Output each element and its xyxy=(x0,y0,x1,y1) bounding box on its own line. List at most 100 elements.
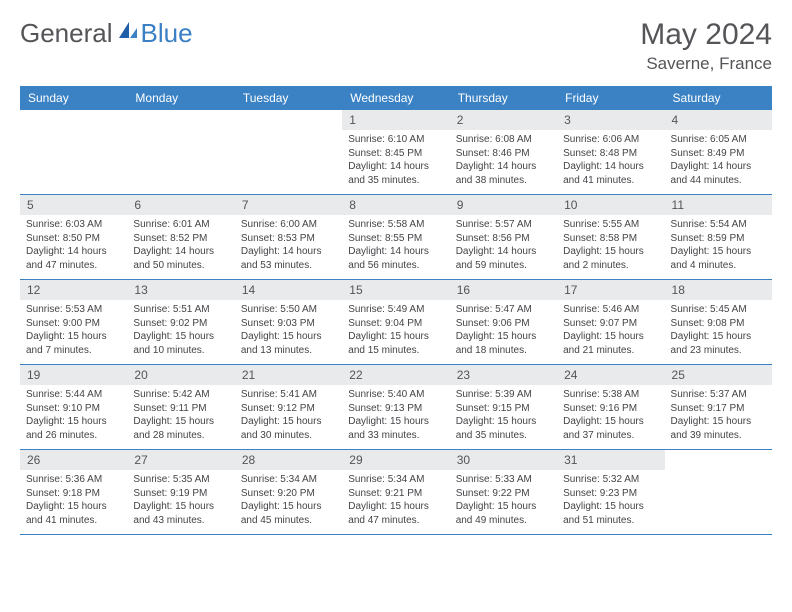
day-number: 2 xyxy=(450,110,557,130)
day-body: Sunrise: 5:32 AMSunset: 9:23 PMDaylight:… xyxy=(557,470,664,532)
day-body: Sunrise: 5:39 AMSunset: 9:15 PMDaylight:… xyxy=(450,385,557,447)
day-cell: 6Sunrise: 6:01 AMSunset: 8:52 PMDaylight… xyxy=(127,195,234,279)
day-number: 26 xyxy=(20,450,127,470)
day-cell: 11Sunrise: 5:54 AMSunset: 8:59 PMDayligh… xyxy=(665,195,772,279)
day-cell: 18Sunrise: 5:45 AMSunset: 9:08 PMDayligh… xyxy=(665,280,772,364)
day-number: 10 xyxy=(557,195,664,215)
day-cell: 2Sunrise: 6:08 AMSunset: 8:46 PMDaylight… xyxy=(450,110,557,194)
day-body: Sunrise: 5:53 AMSunset: 9:00 PMDaylight:… xyxy=(20,300,127,362)
day-number: 11 xyxy=(665,195,772,215)
day-cell: 7Sunrise: 6:00 AMSunset: 8:53 PMDaylight… xyxy=(235,195,342,279)
day-cell xyxy=(235,110,342,194)
day-cell: 21Sunrise: 5:41 AMSunset: 9:12 PMDayligh… xyxy=(235,365,342,449)
day-body: Sunrise: 5:34 AMSunset: 9:21 PMDaylight:… xyxy=(342,470,449,532)
day-number: 19 xyxy=(20,365,127,385)
week-row: 5Sunrise: 6:03 AMSunset: 8:50 PMDaylight… xyxy=(20,195,772,280)
day-number: 25 xyxy=(665,365,772,385)
brand-logo: General Blue xyxy=(20,18,193,49)
day-number: 8 xyxy=(342,195,449,215)
month-title: May 2024 xyxy=(640,18,772,52)
day-header: Thursday xyxy=(450,86,557,110)
day-number: 16 xyxy=(450,280,557,300)
day-body: Sunrise: 5:50 AMSunset: 9:03 PMDaylight:… xyxy=(235,300,342,362)
day-body: Sunrise: 6:00 AMSunset: 8:53 PMDaylight:… xyxy=(235,215,342,277)
day-body: Sunrise: 6:03 AMSunset: 8:50 PMDaylight:… xyxy=(20,215,127,277)
day-number: 1 xyxy=(342,110,449,130)
day-cell: 19Sunrise: 5:44 AMSunset: 9:10 PMDayligh… xyxy=(20,365,127,449)
day-number: 14 xyxy=(235,280,342,300)
day-number: 28 xyxy=(235,450,342,470)
day-body: Sunrise: 5:45 AMSunset: 9:08 PMDaylight:… xyxy=(665,300,772,362)
day-cell: 14Sunrise: 5:50 AMSunset: 9:03 PMDayligh… xyxy=(235,280,342,364)
day-header: Saturday xyxy=(665,86,772,110)
day-number: 29 xyxy=(342,450,449,470)
day-cell: 3Sunrise: 6:06 AMSunset: 8:48 PMDaylight… xyxy=(557,110,664,194)
day-cell: 1Sunrise: 6:10 AMSunset: 8:45 PMDaylight… xyxy=(342,110,449,194)
day-number: 15 xyxy=(342,280,449,300)
title-block: May 2024 Saverne, France xyxy=(640,18,772,74)
day-headers-row: SundayMondayTuesdayWednesdayThursdayFrid… xyxy=(20,86,772,110)
calendar-grid: SundayMondayTuesdayWednesdayThursdayFrid… xyxy=(20,86,772,535)
day-cell: 17Sunrise: 5:46 AMSunset: 9:07 PMDayligh… xyxy=(557,280,664,364)
day-body: Sunrise: 5:54 AMSunset: 8:59 PMDaylight:… xyxy=(665,215,772,277)
day-number: 30 xyxy=(450,450,557,470)
day-cell: 26Sunrise: 5:36 AMSunset: 9:18 PMDayligh… xyxy=(20,450,127,534)
day-number: 9 xyxy=(450,195,557,215)
day-body: Sunrise: 5:37 AMSunset: 9:17 PMDaylight:… xyxy=(665,385,772,447)
day-number: 27 xyxy=(127,450,234,470)
day-body: Sunrise: 5:40 AMSunset: 9:13 PMDaylight:… xyxy=(342,385,449,447)
weeks-container: 1Sunrise: 6:10 AMSunset: 8:45 PMDaylight… xyxy=(20,110,772,535)
day-body: Sunrise: 6:06 AMSunset: 8:48 PMDaylight:… xyxy=(557,130,664,192)
day-cell: 9Sunrise: 5:57 AMSunset: 8:56 PMDaylight… xyxy=(450,195,557,279)
week-row: 12Sunrise: 5:53 AMSunset: 9:00 PMDayligh… xyxy=(20,280,772,365)
week-row: 1Sunrise: 6:10 AMSunset: 8:45 PMDaylight… xyxy=(20,110,772,195)
day-number: 20 xyxy=(127,365,234,385)
day-number: 24 xyxy=(557,365,664,385)
day-body: Sunrise: 6:08 AMSunset: 8:46 PMDaylight:… xyxy=(450,130,557,192)
location-label: Saverne, France xyxy=(640,54,772,74)
day-number: 12 xyxy=(20,280,127,300)
day-number: 23 xyxy=(450,365,557,385)
brand-general: General xyxy=(20,18,113,49)
day-cell xyxy=(127,110,234,194)
day-cell: 24Sunrise: 5:38 AMSunset: 9:16 PMDayligh… xyxy=(557,365,664,449)
day-cell: 29Sunrise: 5:34 AMSunset: 9:21 PMDayligh… xyxy=(342,450,449,534)
day-cell: 22Sunrise: 5:40 AMSunset: 9:13 PMDayligh… xyxy=(342,365,449,449)
day-number: 18 xyxy=(665,280,772,300)
day-header: Tuesday xyxy=(235,86,342,110)
day-cell: 30Sunrise: 5:33 AMSunset: 9:22 PMDayligh… xyxy=(450,450,557,534)
day-body: Sunrise: 5:58 AMSunset: 8:55 PMDaylight:… xyxy=(342,215,449,277)
day-number: 22 xyxy=(342,365,449,385)
day-cell xyxy=(20,110,127,194)
day-number: 5 xyxy=(20,195,127,215)
day-number: 6 xyxy=(127,195,234,215)
day-body: Sunrise: 5:41 AMSunset: 9:12 PMDaylight:… xyxy=(235,385,342,447)
day-body: Sunrise: 5:35 AMSunset: 9:19 PMDaylight:… xyxy=(127,470,234,532)
day-body: Sunrise: 5:47 AMSunset: 9:06 PMDaylight:… xyxy=(450,300,557,362)
day-body: Sunrise: 5:46 AMSunset: 9:07 PMDaylight:… xyxy=(557,300,664,362)
day-header: Friday xyxy=(557,86,664,110)
day-body: Sunrise: 5:33 AMSunset: 9:22 PMDaylight:… xyxy=(450,470,557,532)
day-cell: 23Sunrise: 5:39 AMSunset: 9:15 PMDayligh… xyxy=(450,365,557,449)
day-body: Sunrise: 6:05 AMSunset: 8:49 PMDaylight:… xyxy=(665,130,772,192)
day-number: 13 xyxy=(127,280,234,300)
header: General Blue May 2024 Saverne, France xyxy=(20,18,772,74)
day-number: 4 xyxy=(665,110,772,130)
day-body: Sunrise: 6:01 AMSunset: 8:52 PMDaylight:… xyxy=(127,215,234,277)
day-cell: 13Sunrise: 5:51 AMSunset: 9:02 PMDayligh… xyxy=(127,280,234,364)
day-header: Wednesday xyxy=(342,86,449,110)
day-cell: 20Sunrise: 5:42 AMSunset: 9:11 PMDayligh… xyxy=(127,365,234,449)
day-cell: 16Sunrise: 5:47 AMSunset: 9:06 PMDayligh… xyxy=(450,280,557,364)
day-body: Sunrise: 5:44 AMSunset: 9:10 PMDaylight:… xyxy=(20,385,127,447)
day-number: 21 xyxy=(235,365,342,385)
day-cell: 27Sunrise: 5:35 AMSunset: 9:19 PMDayligh… xyxy=(127,450,234,534)
day-header: Monday xyxy=(127,86,234,110)
day-number: 7 xyxy=(235,195,342,215)
day-number: 31 xyxy=(557,450,664,470)
week-row: 26Sunrise: 5:36 AMSunset: 9:18 PMDayligh… xyxy=(20,450,772,535)
week-row: 19Sunrise: 5:44 AMSunset: 9:10 PMDayligh… xyxy=(20,365,772,450)
day-number: 17 xyxy=(557,280,664,300)
day-body: Sunrise: 5:36 AMSunset: 9:18 PMDaylight:… xyxy=(20,470,127,532)
day-cell: 4Sunrise: 6:05 AMSunset: 8:49 PMDaylight… xyxy=(665,110,772,194)
day-cell xyxy=(665,450,772,534)
